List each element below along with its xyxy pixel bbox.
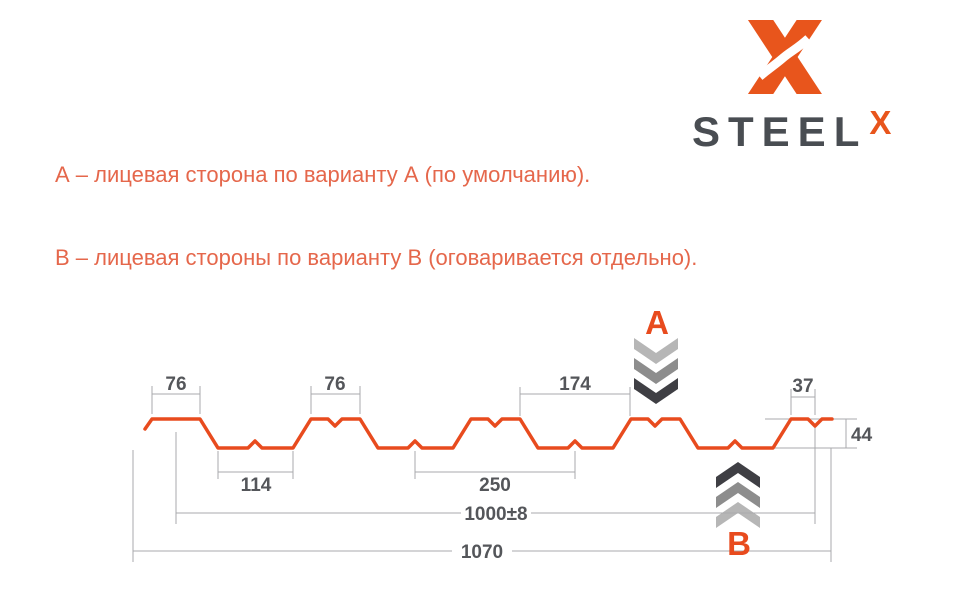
logo-wordmark: STEELX (692, 104, 891, 163)
steelx-logo-icon (747, 20, 822, 94)
note-variant-a: А – лицевая сторона по варианту А (по ум… (55, 162, 591, 187)
chevron-down-icon (634, 338, 678, 364)
logo-steel-text: STEEL (692, 108, 868, 155)
dim-label-crest-gap: 174 (559, 374, 591, 395)
variant-b-arrow-icon (716, 462, 760, 528)
dim-label-valley: 114 (241, 475, 272, 496)
chevron-up-icon (716, 482, 760, 508)
chevron-up-icon (716, 502, 760, 528)
note-variant-b: В – лицевая стороны по варианту В (огова… (55, 245, 698, 270)
dim-label-pitch: 250 (479, 475, 511, 496)
variant-a-arrow-icon (634, 338, 678, 404)
dim-label-height: 44 (851, 425, 873, 446)
dim-label-edge-crest: 37 (792, 376, 813, 397)
variant-a-letter: А (645, 304, 669, 341)
variant-b-letter: В (727, 525, 751, 562)
chevron-down-icon (634, 358, 678, 384)
dim-label-crest-left: 76 (165, 374, 186, 395)
logo-slash-cut (756, 35, 812, 80)
dim-label-overall-width: 1070 (461, 542, 503, 563)
chevron-up-icon (716, 462, 760, 488)
dimension-lines (132, 386, 857, 562)
logo-x-superscript: X (869, 104, 892, 141)
chevron-down-icon (634, 378, 678, 404)
steelx-logo: STEELX (690, 20, 930, 153)
profile-outline (143, 417, 834, 450)
dim-label-working-width: 1000±8 (464, 504, 527, 525)
dim-label-crest-mid: 76 (324, 374, 345, 395)
